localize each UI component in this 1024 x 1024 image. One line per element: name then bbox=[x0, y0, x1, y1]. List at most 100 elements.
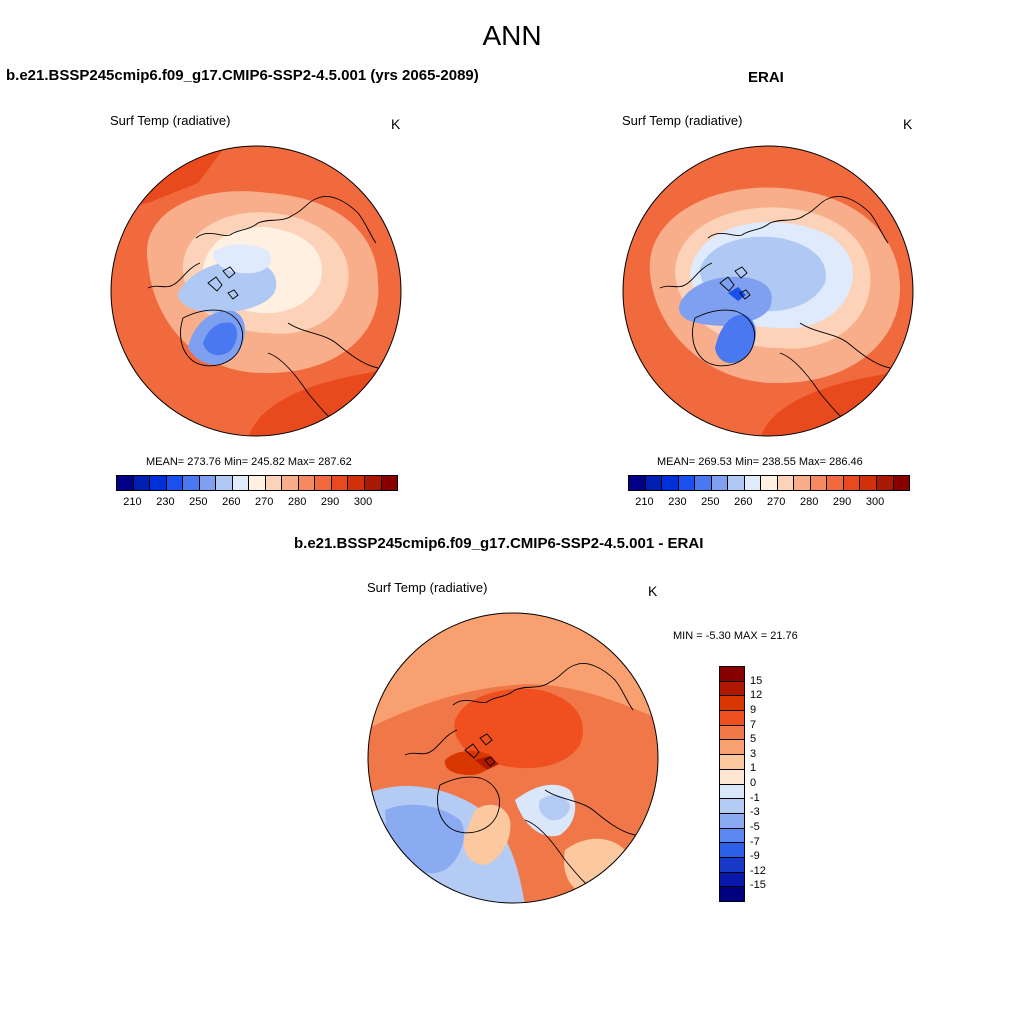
obs-colorbar-tick-label: 210 bbox=[635, 496, 654, 508]
model-colorbar-tick-label: 210 bbox=[123, 496, 142, 508]
obs-colorbar-tick-label: 300 bbox=[865, 496, 885, 508]
model-colorbar-swatch bbox=[249, 476, 266, 490]
diff-colorbar-tick-label: 1 bbox=[750, 762, 757, 775]
model-colorbar-tick-label: 290 bbox=[320, 496, 340, 508]
diff-colorbar-tick-label: 5 bbox=[750, 733, 757, 746]
obs-colorbar-swatch bbox=[860, 476, 877, 490]
diff-colorbar-swatch bbox=[720, 769, 744, 785]
diff-variable-label: Surf Temp (radiative) bbox=[367, 580, 488, 595]
obs-units-label: K bbox=[903, 116, 913, 132]
diff-colorbar-swatch bbox=[720, 813, 744, 829]
obs-colorbar-tick-label: 290 bbox=[832, 496, 852, 508]
obs-colorbar-swatch bbox=[629, 476, 646, 490]
diff-colorbar-swatch bbox=[720, 872, 744, 888]
diff-colorbar-swatch bbox=[720, 725, 744, 741]
model-colorbar-swatch bbox=[133, 476, 151, 490]
diff-colorbar-tick-label: 7 bbox=[750, 718, 757, 731]
diff-colorbar-tick-label: -1 bbox=[750, 791, 760, 804]
diff-colorbar-swatch bbox=[720, 799, 744, 814]
obs-colorbar-swatch bbox=[761, 476, 778, 490]
model-colorbar-tick-label: 280 bbox=[287, 496, 307, 508]
obs-panel-title: ERAI bbox=[748, 69, 784, 86]
model-colorbar-swatch bbox=[166, 476, 184, 490]
diff-colorbar-swatch bbox=[720, 784, 744, 800]
model-colorbar-ticks: 210 230 250 260 270 280 290 300 bbox=[116, 496, 396, 510]
diff-colorbar-tick-label: 0 bbox=[750, 777, 757, 789]
diff-colorbar-tick-label: 15 bbox=[750, 674, 763, 687]
diff-colorbar-tick-label: 3 bbox=[750, 747, 757, 760]
obs-colorbar-swatch bbox=[728, 476, 745, 490]
obs-colorbar-swatch bbox=[695, 476, 712, 490]
model-colorbar-swatch bbox=[150, 476, 167, 490]
diff-units-label: K bbox=[648, 583, 658, 599]
obs-variable-label: Surf Temp (radiative) bbox=[622, 113, 743, 128]
model-colorbar-tick-label: 300 bbox=[353, 496, 373, 508]
model-units-label: K bbox=[391, 116, 401, 132]
model-colorbar-tick-label: 260 bbox=[222, 496, 241, 508]
obs-colorbar-swatch bbox=[777, 476, 795, 490]
obs-colorbar bbox=[628, 475, 910, 491]
obs-colorbar-tick-label: 230 bbox=[668, 496, 687, 508]
diff-colorbar-swatch bbox=[720, 843, 744, 858]
model-variable-label: Surf Temp (radiative) bbox=[110, 113, 231, 128]
obs-colorbar-tick-label: 270 bbox=[767, 496, 786, 508]
diff-colorbar-swatch bbox=[720, 740, 744, 756]
diff-colorbar-swatch bbox=[720, 681, 744, 697]
diff-colorbar-tick-label: 12 bbox=[750, 689, 763, 702]
obs-colorbar-tick-label: 250 bbox=[701, 496, 720, 508]
diff-colorbar-swatch bbox=[720, 887, 744, 901]
diff-colorbar-ticks: 15 12 9 7 5 3 1 0 -1 -3 -5 -7 -9 -12 -15 bbox=[750, 666, 780, 900]
diff-colorbar-swatch bbox=[720, 857, 744, 873]
model-colorbar-swatch bbox=[199, 476, 217, 490]
model-colorbar-swatch bbox=[348, 476, 365, 490]
obs-colorbar-tick-label: 260 bbox=[734, 496, 753, 508]
model-panel-title: b.e21.BSSP245cmip6.f09_g17.CMIP6-SSP2-4.… bbox=[6, 67, 479, 84]
model-colorbar bbox=[116, 475, 398, 491]
model-colorbar-swatch bbox=[265, 476, 283, 490]
diff-colorbar-tick-label: 9 bbox=[750, 703, 757, 716]
obs-colorbar-swatch bbox=[711, 476, 729, 490]
diff-colorbar-tick-label: -9 bbox=[750, 850, 760, 863]
model-colorbar-swatch bbox=[183, 476, 200, 490]
diff-colorbar-swatch bbox=[720, 667, 744, 682]
model-stats-text: MEAN= 273.76 Min= 245.82 Max= 287.62 bbox=[146, 456, 352, 468]
model-colorbar-swatch bbox=[117, 476, 134, 490]
obs-colorbar-swatch bbox=[645, 476, 663, 490]
diff-colorbar-swatch bbox=[720, 828, 744, 844]
model-colorbar-swatch bbox=[282, 476, 299, 490]
obs-colorbar-swatch bbox=[794, 476, 811, 490]
diff-colorbar-swatch bbox=[720, 755, 744, 770]
model-colorbar-swatch bbox=[298, 476, 316, 490]
model-colorbar-tick-label: 250 bbox=[189, 496, 208, 508]
obs-colorbar-swatch bbox=[876, 476, 894, 490]
model-polar-map bbox=[110, 145, 402, 437]
diff-colorbar-tick-label: -12 bbox=[750, 864, 766, 877]
model-colorbar-swatch bbox=[232, 476, 250, 490]
obs-colorbar-swatch bbox=[810, 476, 828, 490]
diff-colorbar-tick-label: -5 bbox=[750, 820, 760, 833]
obs-polar-map bbox=[622, 145, 914, 437]
model-colorbar-swatch bbox=[364, 476, 382, 490]
diff-colorbar-tick-label: -15 bbox=[750, 879, 766, 892]
diff-colorbar-tick-label: -7 bbox=[750, 835, 760, 848]
model-colorbar-swatch bbox=[381, 476, 398, 490]
model-colorbar-swatch bbox=[331, 476, 349, 490]
diff-minmax-text: MIN = -5.30 MAX = 21.76 bbox=[673, 630, 798, 642]
diff-colorbar-tick-label: -3 bbox=[750, 806, 760, 819]
obs-colorbar-swatch bbox=[827, 476, 844, 490]
diff-polar-map bbox=[367, 612, 659, 904]
obs-colorbar-ticks: 210 230 250 260 270 280 290 300 bbox=[628, 496, 908, 510]
diff-colorbar-swatch bbox=[720, 696, 744, 712]
model-colorbar-swatch bbox=[216, 476, 233, 490]
diff-panel-title: b.e21.BSSP245cmip6.f09_g17.CMIP6-SSP2-4.… bbox=[294, 535, 704, 552]
obs-colorbar-swatch bbox=[843, 476, 861, 490]
obs-stats-text: MEAN= 269.53 Min= 238.55 Max= 286.46 bbox=[657, 456, 863, 468]
diff-colorbar bbox=[719, 666, 745, 902]
model-colorbar-tick-label: 270 bbox=[255, 496, 274, 508]
obs-colorbar-swatch bbox=[662, 476, 679, 490]
diff-colorbar-swatch bbox=[720, 711, 744, 726]
obs-colorbar-swatch bbox=[678, 476, 696, 490]
obs-colorbar-swatch bbox=[893, 476, 910, 490]
obs-colorbar-swatch bbox=[744, 476, 762, 490]
obs-colorbar-tick-label: 280 bbox=[799, 496, 819, 508]
